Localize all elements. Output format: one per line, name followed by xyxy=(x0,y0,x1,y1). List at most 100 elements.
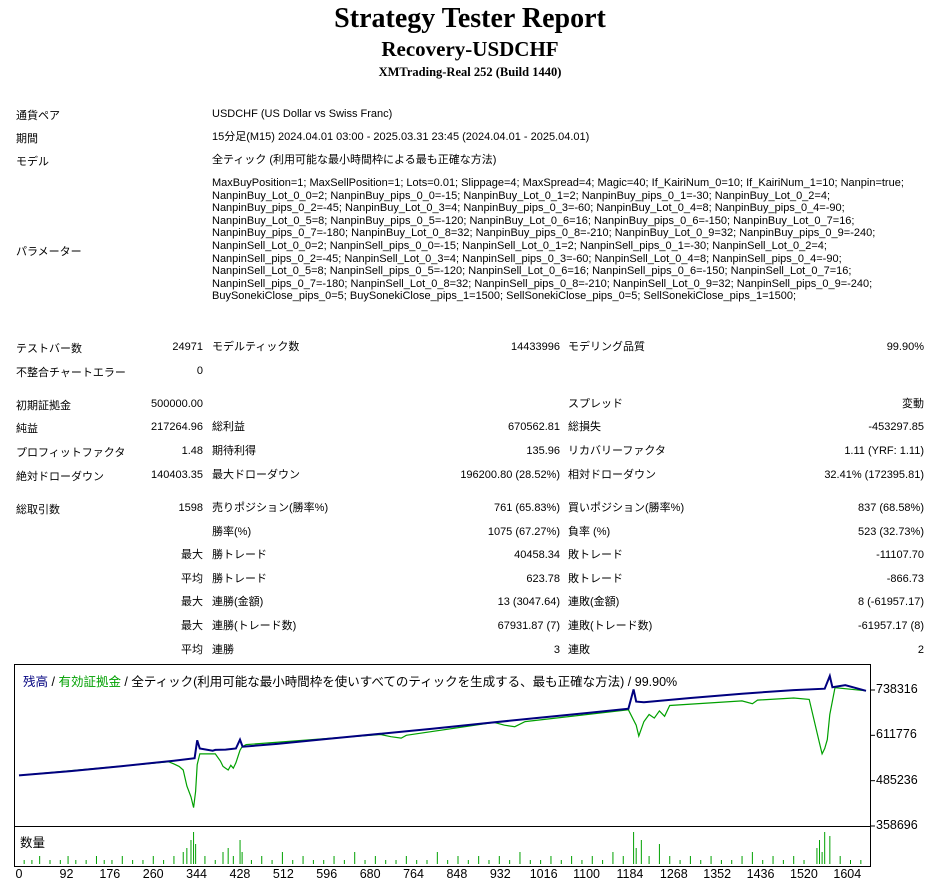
payoff-value: 135.96 xyxy=(526,445,560,457)
largest-win-label: 勝トレード xyxy=(212,549,267,561)
max-cons-wins-value: 13 (3047.64) xyxy=(497,596,560,608)
x-tick-label: 92 xyxy=(59,867,74,881)
rel-dd-label: 相対ドローダウン xyxy=(568,469,656,481)
avg-cons-wins-value: 3 xyxy=(553,644,560,656)
max-cons-profit-label: 連勝(トレード数) xyxy=(212,620,297,632)
deposit-value: 500000.00 xyxy=(151,398,203,410)
ea-name: Recovery-USDCHF xyxy=(381,37,559,61)
max-label-3: 最大 xyxy=(181,620,203,632)
x-tick-label: 1520 xyxy=(790,867,818,881)
symbol-value: USDCHF (US Dollar vs Swiss Franc) xyxy=(212,108,393,120)
max-cons-losses-value: 8 (-61957.17) xyxy=(857,596,924,608)
gross-loss-value: -453297.85 xyxy=(868,421,924,433)
avg-win-label: 勝トレード xyxy=(212,573,267,585)
chart-title-sep1: / xyxy=(48,675,59,689)
avg-loss-value: -866.73 xyxy=(886,573,924,585)
x-tick-label: 1016 xyxy=(529,867,558,881)
x-tick-label: 932 xyxy=(489,867,511,881)
largest-loss-value: -11107.70 xyxy=(876,549,924,561)
chart-title-sep2: / xyxy=(120,675,132,689)
loss-label: 負率 (%) xyxy=(568,526,611,538)
params-value: MaxBuyPosition=1; MaxSellPosition=1; Lot… xyxy=(212,177,904,303)
avg-cons-losses-label: 連敗 xyxy=(568,644,590,656)
chart-title-rest: 全ティック(利用可能な最小時間枠を使いすべてのティックを生成する、最も正確な方法… xyxy=(131,675,678,689)
quality-value: 99.90% xyxy=(886,341,924,353)
mismatch-value: 0 xyxy=(196,365,203,377)
avg-cons-wins-label: 連勝 xyxy=(212,644,234,656)
loss-value: 523 (32.73%) xyxy=(857,526,924,538)
x-tick-label: 1184 xyxy=(616,867,644,881)
y-tick-label: 611776 xyxy=(876,727,917,742)
y-tick-label: 485236 xyxy=(876,772,918,787)
rel-dd-value: 32.41% (172395.81) xyxy=(824,469,924,481)
x-tick-label: 1352 xyxy=(703,867,732,881)
x-tick-label: 260 xyxy=(142,867,164,881)
max-label-2: 最大 xyxy=(181,596,203,608)
x-tick-label: 848 xyxy=(446,867,468,881)
bars-label: テストバー数 xyxy=(16,343,82,355)
ticks-value: 14433996 xyxy=(511,341,560,353)
avg-cons-losses-value: 2 xyxy=(917,644,924,656)
x-tick-label: 1604 xyxy=(833,867,862,881)
long-label: 買いポジション(勝率%) xyxy=(568,502,685,514)
net-label: 純益 xyxy=(16,423,38,435)
model-value: 全ティック (利用可能な最小時間枠による最も正確な方法) xyxy=(212,154,497,166)
x-tick-label: 680 xyxy=(359,867,381,881)
x-tick-label: 1436 xyxy=(746,867,775,881)
bars-value: 24971 xyxy=(172,341,203,353)
x-tick-label: 428 xyxy=(229,867,251,881)
x-tick-label: 176 xyxy=(99,867,121,881)
quality-label: モデリング品質 xyxy=(568,341,645,353)
abs-dd-label: 絶対ドローダウン xyxy=(16,471,104,483)
y-tick-label: 738316 xyxy=(876,682,918,696)
short-label: 売りポジション(勝率%) xyxy=(212,502,329,514)
max-cons-losses-label: 連敗(金額) xyxy=(568,596,620,608)
x-tick-label: 1100 xyxy=(573,867,600,881)
largest-loss-label: 敗トレード xyxy=(568,549,623,561)
trades-label: 総取引数 xyxy=(16,504,60,516)
net-value: 217264.96 xyxy=(151,421,203,433)
volume-panel xyxy=(14,827,871,867)
x-tick-label: 764 xyxy=(403,867,424,881)
volume-label: 数量 xyxy=(20,836,46,850)
spread-label: スプレッド xyxy=(568,398,623,410)
largest-win-value: 40458.34 xyxy=(514,549,560,561)
spread-value: 変動 xyxy=(902,398,924,410)
x-tick-label: 1268 xyxy=(659,867,688,881)
period-value: 15分足(M15) 2024.04.01 03:00 - 2025.03.31 … xyxy=(212,131,590,143)
max-cons-loss-value: -61957.17 (8) xyxy=(857,620,924,632)
gross-profit-value: 670562.81 xyxy=(508,421,560,433)
avg-win-value: 623.78 xyxy=(526,573,560,585)
win-label: 勝率(%) xyxy=(212,526,252,538)
x-tick-label: 344 xyxy=(186,867,208,881)
max-dd-label: 最大ドローダウン xyxy=(212,469,300,481)
avg-label-2: 平均 xyxy=(181,644,203,656)
max-label-1: 最大 xyxy=(181,549,203,561)
max-cons-wins-label: 連勝(金額) xyxy=(212,596,264,608)
x-tick-label: 512 xyxy=(272,867,294,881)
max-cons-profit-value: 67931.87 (7) xyxy=(497,620,560,632)
gross-loss-label: 総損失 xyxy=(568,421,601,433)
chart-title-equity: 有効証拠金 xyxy=(58,675,121,689)
pf-label: プロフィットファクタ xyxy=(16,447,126,459)
rf-label: リカバリーファクタ xyxy=(568,445,666,457)
gross-profit-label: 総利益 xyxy=(212,421,245,433)
model-label: モデル xyxy=(16,156,49,168)
symbol-label: 通貨ペア xyxy=(16,110,60,122)
mismatch-label: 不整合チャートエラー xyxy=(16,367,126,379)
max-cons-loss-label: 連敗(トレード数) xyxy=(568,620,653,632)
period-label: 期間 xyxy=(16,133,38,145)
abs-dd-value: 140403.35 xyxy=(151,469,203,481)
x-tick-label: 596 xyxy=(316,867,338,881)
win-value: 1075 (67.27%) xyxy=(487,526,560,538)
max-dd-value: 196200.80 (28.52%) xyxy=(460,469,560,481)
report-title: Strategy Tester Report xyxy=(334,3,606,34)
long-value: 837 (68.58%) xyxy=(857,502,924,514)
payoff-label: 期待利得 xyxy=(212,445,256,457)
params-label: パラメーター xyxy=(16,246,82,258)
chart-title: 残高 / 有効証拠金 / 全ティック(利用可能な最小時間枠を使いすべてのティック… xyxy=(23,671,677,690)
deposit-label: 初期証拠金 xyxy=(16,400,71,412)
pf-value: 1.48 xyxy=(181,445,203,457)
ticks-label: モデルティック数 xyxy=(212,341,300,353)
chart-separator xyxy=(14,826,871,827)
